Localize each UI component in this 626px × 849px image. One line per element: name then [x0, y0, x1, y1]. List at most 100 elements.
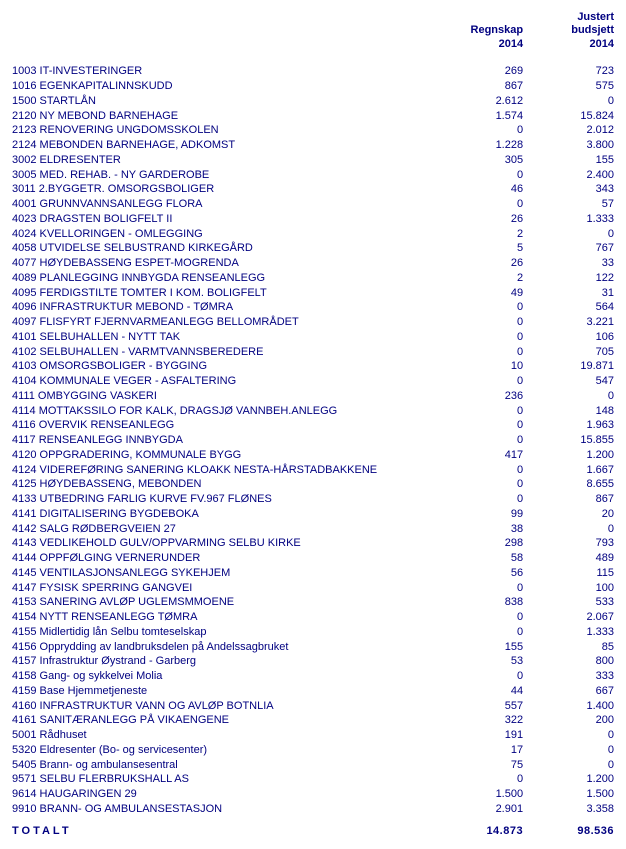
row-label: 4097 FLISFYRT FJERNVARMEANLEGG BELLOMRÅD… — [10, 316, 434, 331]
table-row: 4143 VEDLIKEHOLD GULV/OPPVARMING SELBU K… — [10, 537, 616, 552]
header-budsjett: Justertbudsjett2014 — [525, 10, 616, 58]
row-label: 9910 BRANN- OG AMBULANSESTASJON — [10, 802, 434, 817]
table-row: 4117 RENSEANLEGG INNBYGDA015.855 — [10, 434, 616, 449]
row-budsjett: 122 — [525, 271, 616, 286]
row-regnskap: 305 — [434, 153, 525, 168]
row-label: 2124 MEBONDEN BARNEHAGE, ADKOMST — [10, 139, 434, 154]
row-regnskap: 0 — [434, 419, 525, 434]
total-label: TOTALT — [10, 817, 434, 839]
row-budsjett: 1.333 — [525, 212, 616, 227]
row-budsjett: 3.221 — [525, 316, 616, 331]
row-budsjett: 547 — [525, 375, 616, 390]
table-row: 4102 SELBUHALLEN - VARMTVANNSBEREDERE070… — [10, 345, 616, 360]
row-regnskap: 10 — [434, 360, 525, 375]
row-label: 4142 SALG RØDBERGVEIEN 27 — [10, 522, 434, 537]
row-budsjett: 2.012 — [525, 124, 616, 139]
table-header-row: Regnskap2014Justertbudsjett2014 — [10, 10, 616, 58]
row-label: 4101 SELBUHALLEN - NYTT TAK — [10, 330, 434, 345]
row-regnskap: 0 — [434, 375, 525, 390]
table-row: 4154 NYTT RENSEANLEGG TØMRA02.067 — [10, 611, 616, 626]
row-regnskap: 26 — [434, 257, 525, 272]
row-regnskap: 0 — [434, 581, 525, 596]
row-label: 9614 HAUGARINGEN 29 — [10, 788, 434, 803]
budget-table: Regnskap2014Justertbudsjett20141003 IT-I… — [10, 10, 616, 839]
row-regnskap: 0 — [434, 404, 525, 419]
table-row: 4156 Opprydding av landbruksdelen på And… — [10, 640, 616, 655]
row-label: 4058 UTVIDELSE SELBUSTRAND KIRKEGÅRD — [10, 242, 434, 257]
row-budsjett: 155 — [525, 153, 616, 168]
row-label: 4141 DIGITALISERING BYGDEBOKA — [10, 507, 434, 522]
row-label: 1016 EGENKAPITALINNSKUDD — [10, 80, 434, 95]
table-row: 4103 OMSORGSBOLIGER - BYGGING1019.871 — [10, 360, 616, 375]
row-budsjett: 106 — [525, 330, 616, 345]
row-regnskap: 5 — [434, 242, 525, 257]
row-budsjett: 0 — [525, 389, 616, 404]
row-regnskap: 0 — [434, 345, 525, 360]
row-budsjett: 564 — [525, 301, 616, 316]
row-regnskap: 417 — [434, 448, 525, 463]
row-label: 2120 NY MEBOND BARNEHAGE — [10, 109, 434, 124]
row-budsjett: 800 — [525, 655, 616, 670]
row-budsjett: 0 — [525, 729, 616, 744]
row-budsjett: 115 — [525, 566, 616, 581]
row-regnskap: 0 — [434, 316, 525, 331]
total-row: TOTALT14.87398.536 — [10, 817, 616, 839]
total-regnskap: 14.873 — [434, 817, 525, 839]
row-budsjett: 1.333 — [525, 625, 616, 640]
table-row: 4023 DRAGSTEN BOLIGFELT II261.333 — [10, 212, 616, 227]
row-label: 4120 OPPGRADERING, KOMMUNALE BYGG — [10, 448, 434, 463]
row-label: 9571 SELBU FLERBRUKSHALL AS — [10, 773, 434, 788]
row-budsjett: 1.963 — [525, 419, 616, 434]
table-row: 4144 OPPFØLGING VERNERUNDER58489 — [10, 552, 616, 567]
table-row: 4157 Infrastruktur Øystrand - Garberg538… — [10, 655, 616, 670]
row-budsjett: 533 — [525, 596, 616, 611]
row-regnskap: 236 — [434, 389, 525, 404]
row-budsjett: 1.500 — [525, 788, 616, 803]
row-budsjett: 867 — [525, 493, 616, 508]
table-row: 4141 DIGITALISERING BYGDEBOKA9920 — [10, 507, 616, 522]
table-row: 9614 HAUGARINGEN 291.5001.500 — [10, 788, 616, 803]
row-budsjett: 2.400 — [525, 168, 616, 183]
row-regnskap: 0 — [434, 670, 525, 685]
table-row: 4158 Gang- og sykkelvei Molia0333 — [10, 670, 616, 685]
row-regnskap: 44 — [434, 684, 525, 699]
row-regnskap: 75 — [434, 758, 525, 773]
row-regnskap: 0 — [434, 301, 525, 316]
row-regnskap: 0 — [434, 493, 525, 508]
row-label: 4124 VIDEREFØRING SANERING KLOAKK NESTA-… — [10, 463, 434, 478]
row-label: 5405 Brann- og ambulansesentral — [10, 758, 434, 773]
row-budsjett: 1.667 — [525, 463, 616, 478]
table-row: 1016 EGENKAPITALINNSKUDD867575 — [10, 80, 616, 95]
row-label: 4116 OVERVIK RENSEANLEGG — [10, 419, 434, 434]
table-row: 4101 SELBUHALLEN - NYTT TAK0106 — [10, 330, 616, 345]
row-label: 4077 HØYDEBASSENG ESPET-MOGRENDA — [10, 257, 434, 272]
table-row: 4145 VENTILASJONSANLEGG SYKEHJEM56115 — [10, 566, 616, 581]
row-budsjett: 333 — [525, 670, 616, 685]
table-row: 4104 KOMMUNALE VEGER - ASFALTERING0547 — [10, 375, 616, 390]
row-budsjett: 3.358 — [525, 802, 616, 817]
table-row: 5405 Brann- og ambulansesentral750 — [10, 758, 616, 773]
table-row: 4133 UTBEDRING FARLIG KURVE FV.967 FLØNE… — [10, 493, 616, 508]
table-row: 4147 FYSISK SPERRING GANGVEI0100 — [10, 581, 616, 596]
row-label: 4159 Base Hjemmetjeneste — [10, 684, 434, 699]
table-row: 4120 OPPGRADERING, KOMMUNALE BYGG4171.20… — [10, 448, 616, 463]
row-budsjett: 1.200 — [525, 773, 616, 788]
row-budsjett: 705 — [525, 345, 616, 360]
row-budsjett: 793 — [525, 537, 616, 552]
row-budsjett: 2.067 — [525, 611, 616, 626]
row-label: 4147 FYSISK SPERRING GANGVEI — [10, 581, 434, 596]
row-regnskap: 298 — [434, 537, 525, 552]
row-regnskap: 56 — [434, 566, 525, 581]
row-budsjett: 3.800 — [525, 139, 616, 154]
row-regnskap: 58 — [434, 552, 525, 567]
table-row: 4096 INFRASTRUKTUR MEBOND - TØMRA0564 — [10, 301, 616, 316]
row-budsjett: 667 — [525, 684, 616, 699]
row-label: 4145 VENTILASJONSANLEGG SYKEHJEM — [10, 566, 434, 581]
row-budsjett: 57 — [525, 198, 616, 213]
table-row: 4111 OMBYGGING VASKERI2360 — [10, 389, 616, 404]
row-budsjett: 767 — [525, 242, 616, 257]
table-row: 4125 HØYDEBASSENG, MEBONDEN08.655 — [10, 478, 616, 493]
row-regnskap: 46 — [434, 183, 525, 198]
row-budsjett: 100 — [525, 581, 616, 596]
row-regnskap: 1.500 — [434, 788, 525, 803]
